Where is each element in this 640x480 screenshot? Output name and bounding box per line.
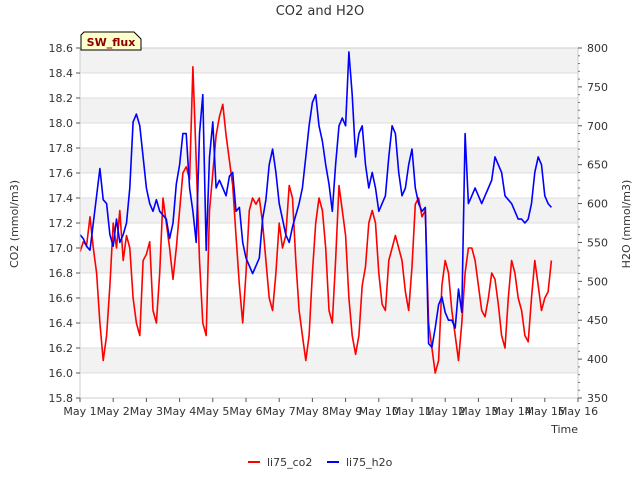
y-tick-label-right: 550 (587, 236, 608, 249)
x-axis-label: Time (550, 423, 578, 436)
legend: li75_co2 li75_h2o (248, 456, 393, 469)
x-tick-label: May 12 (425, 405, 465, 418)
y-tick-label-right: 650 (587, 159, 608, 172)
y-axis-label-right: H2O (mmol/m3) (620, 180, 633, 269)
legend-label-li75_h2o: li75_h2o (346, 456, 393, 469)
y-tick-label-left: 18.6 (49, 42, 74, 55)
y-tick-label-left: 17.0 (49, 242, 74, 255)
sw-flux-badge-label: SW_flux (87, 36, 136, 49)
y-tick-label-right: 500 (587, 275, 608, 288)
x-tick-label: May 1 (63, 405, 96, 418)
y-tick-label-left: 18.0 (49, 117, 74, 130)
x-tick-label: May 4 (163, 405, 196, 418)
plot-bands (80, 48, 578, 373)
y-axis-right: 350 400 450 500 550 600 650 700 750 800 (578, 42, 608, 405)
x-tick-label: May 8 (296, 405, 329, 418)
x-tick-label: May 13 (458, 405, 498, 418)
x-tick-label: May 10 (359, 405, 399, 418)
y-tick-label-left: 18.2 (49, 92, 74, 105)
series-layer (79, 51, 553, 374)
plot-band (80, 248, 578, 273)
y-tick-label-left: 15.8 (49, 392, 74, 405)
x-tick-label: May 16 (558, 405, 598, 418)
x-tick-label: May 2 (97, 405, 130, 418)
y-tick-label-left: 17.2 (49, 217, 74, 230)
sw-flux-badge-box (80, 31, 142, 51)
y-tick-label-left: 16.2 (49, 342, 74, 355)
x-tick-label: May 11 (392, 405, 432, 418)
y-tick-label-right: 450 (587, 314, 608, 327)
x-tick-label: May 14 (491, 405, 531, 418)
y-tick-label-right: 600 (587, 198, 608, 211)
x-axis: May 1 May 2 May 3 May 4 May 5 May 6 May 7 May 8… (63, 398, 598, 418)
series-line-li75_h2o (79, 51, 553, 349)
y-tick-label-right: 750 (587, 81, 608, 94)
y-tick-label-right: 800 (587, 42, 608, 55)
plot-band (80, 348, 578, 373)
x-tick-label: May 9 (329, 405, 362, 418)
plot-band (80, 98, 578, 123)
y-tick-label-left: 17.4 (49, 192, 74, 205)
y-tick-label-left: 16.8 (49, 267, 74, 280)
y-tick-label-left: 17.6 (49, 167, 74, 180)
y-tick-label-left: 16.4 (49, 317, 74, 330)
y-tick-label-left: 17.8 (49, 142, 74, 155)
chart-title: CO2 and H2O (276, 4, 365, 19)
y-tick-label-right: 700 (587, 120, 608, 133)
plot-band (80, 148, 578, 173)
plot-band (80, 198, 578, 223)
x-tick-label: May 6 (229, 405, 262, 418)
series-line-li75_co2 (79, 66, 553, 374)
sw-flux-badge: SW_flux (80, 31, 142, 51)
x-tick-label: May 5 (196, 405, 229, 418)
y-tick-label-left: 16.0 (49, 367, 74, 380)
y-axis-left: 15.8 16.0 16.2 16.4 16.6 16.8 17.0 17.2 17.4 17.6… (49, 42, 80, 405)
y-axis-label-left: CO2 (mmol/m3) (8, 180, 21, 268)
plot-band (80, 48, 578, 73)
y-tick-label-right: 350 (587, 392, 608, 405)
y-tick-label-right: 400 (587, 353, 608, 366)
y-tick-label-left: 18.4 (49, 67, 74, 80)
y-tick-label-left: 16.6 (49, 292, 74, 305)
x-tick-label: May 7 (263, 405, 296, 418)
x-tick-label: May 15 (525, 405, 565, 418)
x-tick-label: May 3 (130, 405, 163, 418)
legend-label-li75_co2: li75_co2 (267, 456, 312, 469)
